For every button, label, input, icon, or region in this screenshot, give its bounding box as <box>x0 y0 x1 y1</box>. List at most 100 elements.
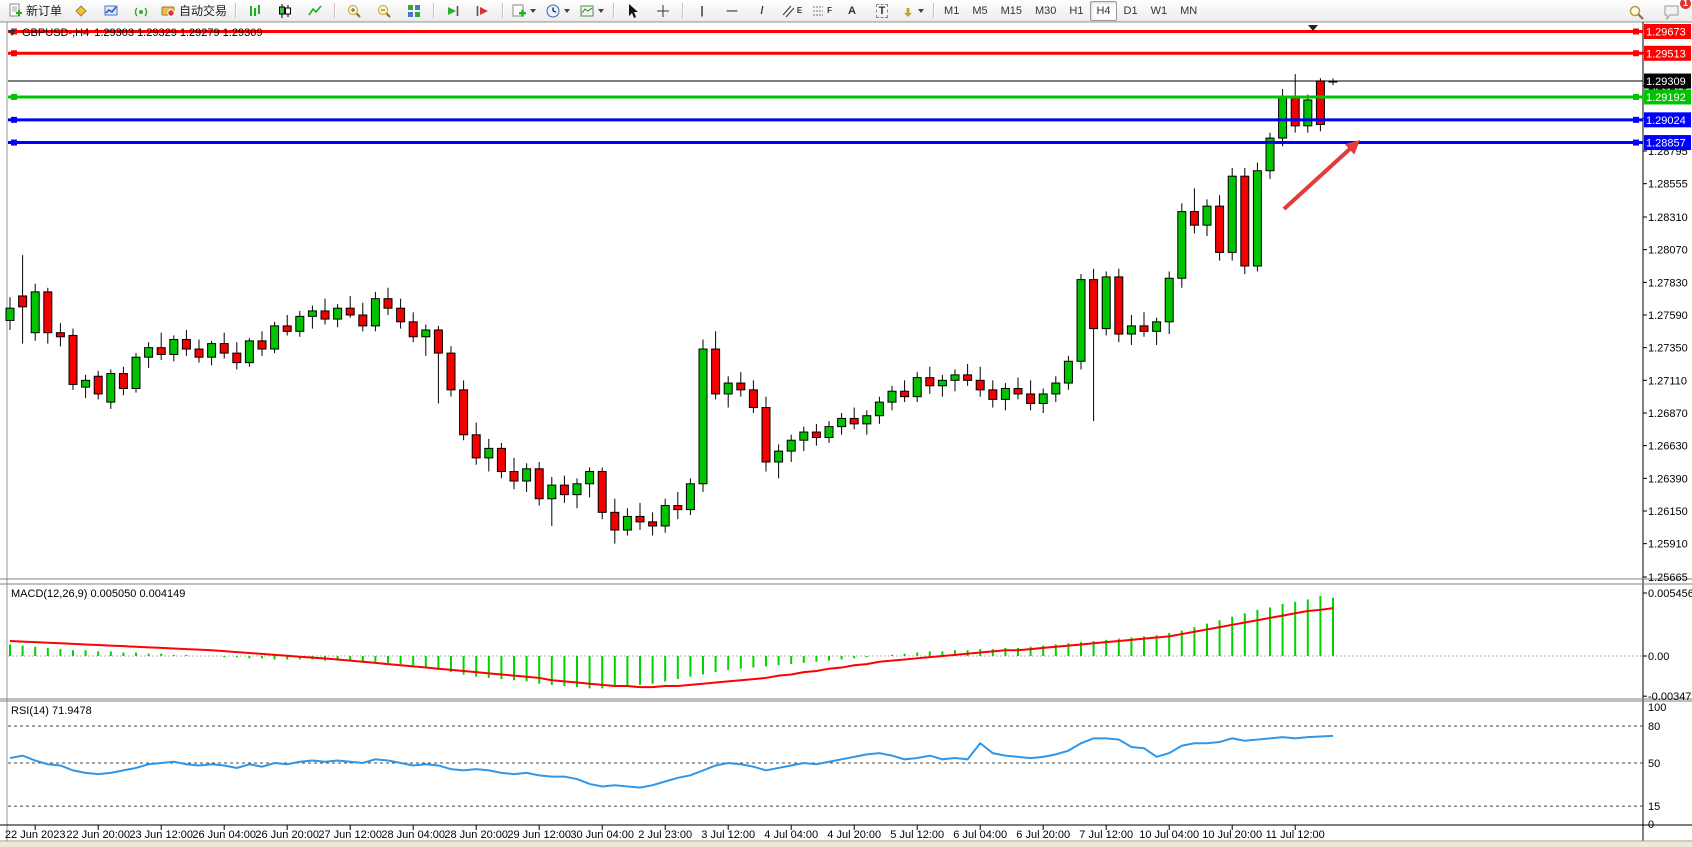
new-order-label: 新订单 <box>26 4 63 18</box>
indicators-button[interactable] <box>507 0 541 22</box>
date-label: 11 Jul 12:00 <box>1266 829 1325 841</box>
date-label: 23 Jun 12:00 <box>129 829 193 841</box>
current-price-line-badge <box>1644 73 1691 89</box>
tile-windows-button[interactable] <box>399 0 429 22</box>
chart-title: GBPUSD-,H4 1.29303 1.29329 1.29279 1.293… <box>8 27 262 39</box>
new-order-button[interactable]: 新订单 <box>3 0 66 22</box>
rsi-level-label: 100 <box>1648 702 1666 714</box>
timeframe-M30[interactable]: M30 <box>1035 4 1057 17</box>
bull-candle <box>1278 96 1288 139</box>
date-label: 26 Jun 04:00 <box>192 829 256 841</box>
timeframe-M1[interactable]: M1 <box>944 4 960 17</box>
timeframe-M5[interactable]: M5 <box>972 4 988 17</box>
macd-tick-label: -0.003479 <box>1648 691 1692 703</box>
bull-candle <box>585 471 595 485</box>
auto-scroll-button[interactable] <box>438 0 468 22</box>
current-price-line-badge-text: 1.29309 <box>1646 76 1686 88</box>
crosshair-button[interactable] <box>648 0 678 22</box>
fibonacci-letter: F <box>827 6 832 15</box>
timeframe-D1[interactable]: D1 <box>1123 4 1138 17</box>
horizontal-line-tool[interactable]: — <box>717 0 747 22</box>
bear-candle <box>18 295 28 308</box>
rsi-line <box>9 734 1334 789</box>
bear-candle <box>736 382 746 391</box>
text-tool[interactable]: A <box>837 0 867 22</box>
one-click-trading-collapse-icon[interactable] <box>8 29 17 37</box>
trend-arrow-shaft[interactable] <box>1282 145 1354 211</box>
bear-candle <box>534 468 544 500</box>
bear-candle <box>597 471 607 513</box>
bar-chart-button[interactable] <box>240 0 270 22</box>
zoom-in-button[interactable] <box>339 0 369 22</box>
bull-candle <box>786 439 796 452</box>
search-button[interactable] <box>1621 1 1651 23</box>
arrows-icon <box>904 7 913 17</box>
periods-button[interactable] <box>541 0 575 22</box>
text-label-tool[interactable]: T <box>867 0 897 22</box>
arrows-tool[interactable] <box>897 0 929 22</box>
timeframe-M15[interactable]: M15 <box>1000 4 1022 17</box>
bull-candle <box>547 484 557 500</box>
fibonacci-tool[interactable]: F <box>807 0 837 22</box>
support-line-3-right-handle[interactable] <box>1633 139 1639 146</box>
bear-candle <box>711 348 721 395</box>
candlestick-chart-button[interactable] <box>270 0 300 22</box>
chart-shift-marker[interactable] <box>1308 25 1318 31</box>
trendline-tool[interactable]: / <box>747 0 777 22</box>
resistance-line-1-right-handle[interactable] <box>1633 28 1639 35</box>
date-label: 7 Jul 12:00 <box>1079 829 1133 841</box>
bull-candle <box>1038 393 1048 404</box>
autotrading-icon <box>161 6 175 17</box>
resistance-line-2-right-handle[interactable] <box>1633 50 1639 57</box>
new-order-icon <box>9 3 22 16</box>
bull-candle <box>1227 175 1237 253</box>
autotrading-button[interactable]: 自动交易 <box>156 0 231 22</box>
bear-candle <box>1089 279 1099 330</box>
resistance-line-2-left-handle[interactable] <box>11 50 17 57</box>
bull-candle <box>30 291 40 334</box>
vertical-line-tool[interactable]: | <box>687 0 717 22</box>
community-chat-button[interactable]: 1 <box>1657 0 1691 23</box>
cursor-button[interactable] <box>618 0 648 22</box>
timeframe-W1[interactable]: W1 <box>1150 4 1168 17</box>
timeframe-H1[interactable]: H1 <box>1069 4 1084 17</box>
support-line-2-left-handle[interactable] <box>11 116 17 123</box>
tile-windows-icon <box>408 4 421 17</box>
support-line-1-right-handle[interactable] <box>1633 93 1639 100</box>
bull-candle <box>144 347 154 358</box>
bear-candle <box>194 348 204 358</box>
bear-candle <box>433 329 443 354</box>
support-line-1-left-handle[interactable] <box>11 93 17 100</box>
support-line-2-right-handle[interactable] <box>1633 116 1639 123</box>
bull-candle <box>1265 137 1275 172</box>
bear-candle <box>610 511 620 531</box>
date-label: 27 Jun 12:00 <box>318 829 382 841</box>
bear-candle <box>963 374 973 381</box>
zoom-out-button[interactable] <box>369 0 399 22</box>
bull-candle <box>295 315 305 332</box>
bear-candle <box>471 434 481 459</box>
bull-candle <box>131 356 141 389</box>
bear-candle <box>282 325 292 332</box>
bull-candle <box>912 377 922 398</box>
timeframe-MN[interactable]: MN <box>1180 4 1198 17</box>
bear-candle <box>648 521 658 527</box>
timeframe-H4[interactable]: H4 <box>1090 0 1117 21</box>
signals-button[interactable] <box>126 0 156 22</box>
trend-arrow-head[interactable] <box>1344 140 1360 155</box>
metaeditor-button[interactable] <box>66 0 96 22</box>
chart-shift-button[interactable] <box>468 0 498 22</box>
equidistant-channel-tool[interactable]: E <box>777 0 807 22</box>
bull-candle <box>799 431 809 441</box>
bull-candle <box>1076 279 1086 362</box>
bear-candle <box>1114 276 1124 335</box>
support-line-3-left-handle[interactable] <box>11 139 17 146</box>
market-watch-button[interactable] <box>96 0 126 22</box>
zoom-out-icon <box>378 4 391 18</box>
templates-button[interactable] <box>575 0 609 22</box>
rsi-indicator-label: RSI(14) 71.9478 <box>11 705 92 717</box>
line-chart-button[interactable] <box>300 0 330 22</box>
bull-candle <box>484 447 494 459</box>
notification-badge: 1 <box>1680 0 1691 9</box>
